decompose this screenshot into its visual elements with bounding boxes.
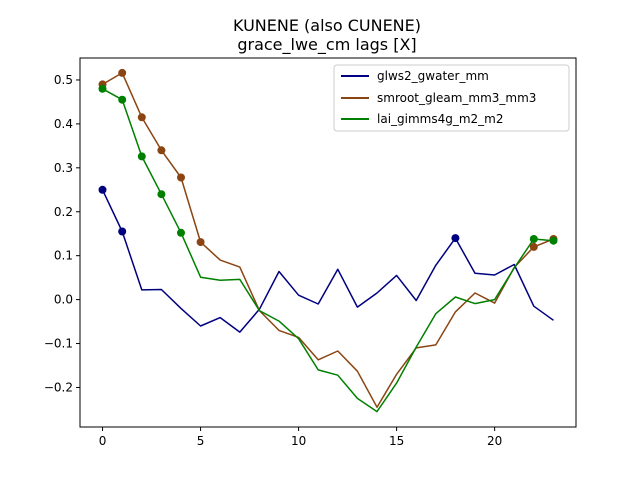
- y-tick-label-6: 0.4: [54, 117, 73, 131]
- series-line-1: [102, 72, 554, 408]
- y-tick-label-1: −0.1: [44, 337, 73, 351]
- legend-box: [333, 64, 570, 132]
- legend-label-glws2: glws2_gwater_mm: [377, 69, 489, 83]
- y-tick-label-2: 0.0: [54, 293, 73, 307]
- x-tick-label-20: 20: [487, 434, 502, 448]
- x-tick-label-5: 5: [197, 434, 205, 448]
- legend: glws2_gwater_mm smroot_gleam_mm3_mm3 lai…: [333, 64, 570, 132]
- x-tick-label-0: 0: [99, 434, 107, 448]
- plot-frame: [79, 57, 577, 428]
- legend-label-lai: lai_gimms4g_m2_m2: [377, 112, 504, 126]
- series-line-2: [102, 88, 554, 413]
- series-lines: [101, 72, 554, 413]
- y-tick-label-5: 0.3: [54, 161, 73, 175]
- chart-title: KUNENE (also CUNENE): [233, 16, 421, 35]
- y-axis: −0.2 −0.1 0.0 0.1 0.2 0.3 0.4 0.5: [44, 73, 80, 394]
- x-tick-label-10: 10: [291, 434, 306, 448]
- series-1-point-5: [196, 238, 205, 247]
- legend-label-smroot: smroot_gleam_mm3_mm3: [377, 91, 536, 105]
- series-1-point-3: [157, 146, 166, 155]
- series-1-point-1: [118, 68, 127, 77]
- series-markers: [98, 68, 558, 251]
- x-axis: 0 5 10 15 20: [99, 427, 502, 448]
- series-1-point-2: [137, 113, 146, 122]
- y-tick-label-4: 0.2: [54, 205, 73, 219]
- series-2-point-23: [549, 236, 558, 245]
- series-2-point-4: [177, 228, 185, 237]
- series-1-point-4: [177, 173, 185, 182]
- series-line-0: [101, 189, 554, 333]
- y-tick-label-7: 0.5: [54, 73, 73, 87]
- series-0-point-0: [98, 185, 107, 194]
- y-tick-label-3: 0.1: [54, 249, 73, 263]
- series-0-point-18: [451, 234, 460, 243]
- series-2-point-3: [157, 190, 166, 199]
- series-2-point-22: [529, 235, 538, 243]
- series-2-point-1: [118, 95, 127, 104]
- series-0-point-1: [118, 227, 127, 236]
- series-2-point-2: [137, 152, 146, 161]
- series-1-point-22: [529, 242, 538, 251]
- series-2-point-0: [98, 84, 107, 93]
- y-tick-label-0: −0.2: [44, 380, 73, 394]
- x-tick-label-15: 15: [389, 434, 404, 448]
- chart-subtitle: grace_lwe_cm lags [X]: [237, 35, 416, 55]
